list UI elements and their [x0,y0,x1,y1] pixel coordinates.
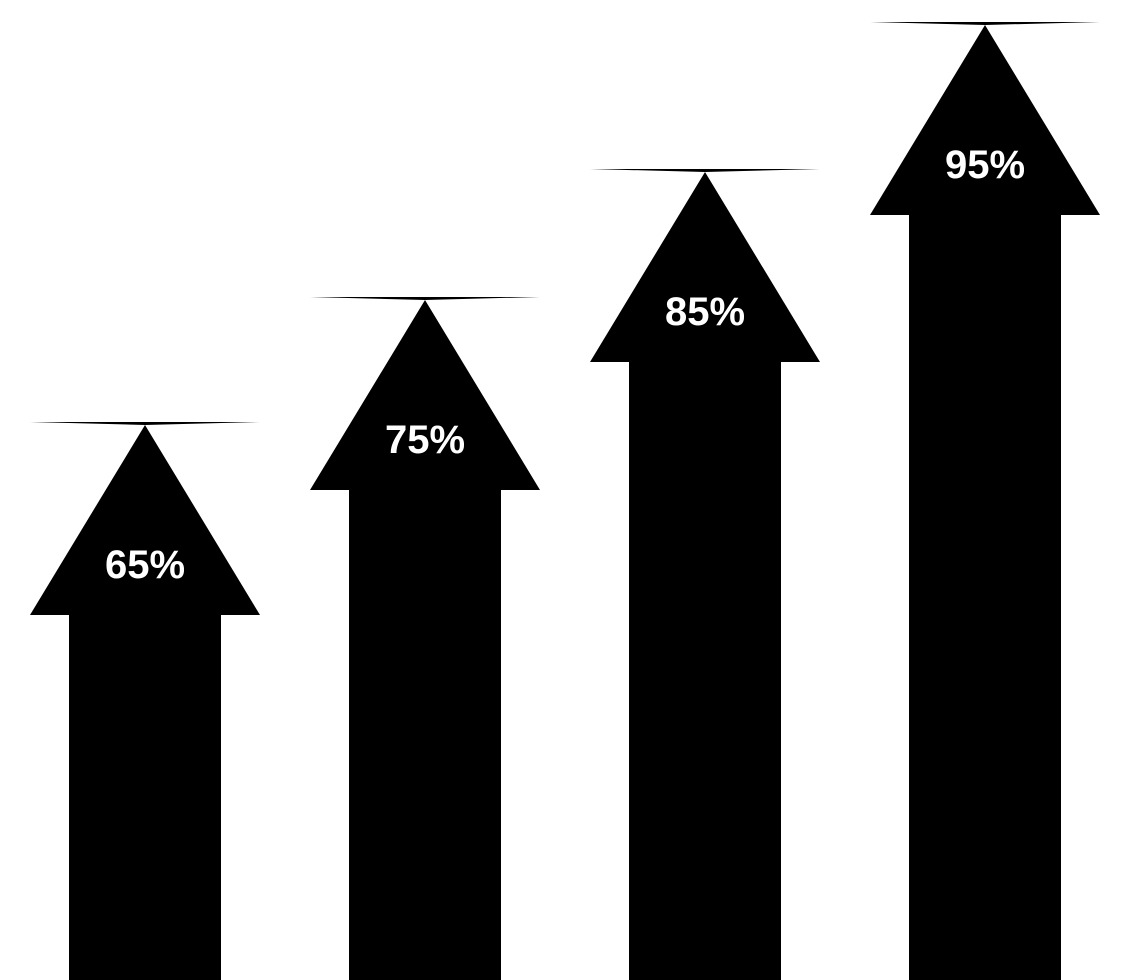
arrow-bar-2: 85% [590,169,820,980]
arrow-bar-1: 75% [310,297,540,980]
arrow-shaft [69,615,221,980]
arrow-label: 65% [105,543,185,588]
arrow-shaft [629,362,781,980]
arrow-bar-chart: 65% 75% 85% 95% [0,0,1131,980]
arrow-bar-0: 65% [30,422,260,980]
arrow-head-icon: 95% [870,22,1100,215]
arrow-bar-3: 95% [870,22,1100,980]
arrow-label: 85% [665,290,745,335]
arrow-label: 75% [385,418,465,463]
arrow-shaft [909,215,1061,980]
arrow-head-icon: 85% [590,169,820,362]
arrow-head-icon: 65% [30,422,260,615]
arrow-label: 95% [945,143,1025,188]
arrow-head-icon: 75% [310,297,540,490]
arrow-shaft [349,490,501,980]
